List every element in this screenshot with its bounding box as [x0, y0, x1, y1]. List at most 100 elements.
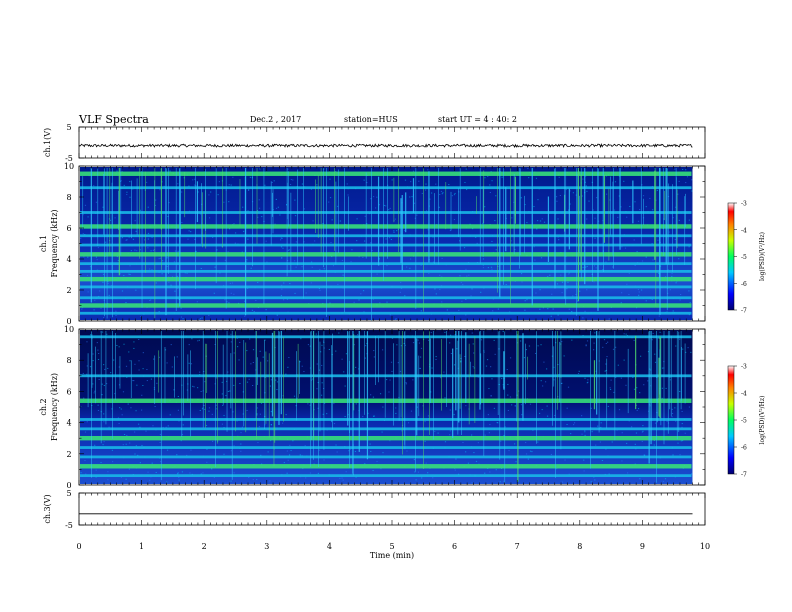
noise-pixel [538, 412, 541, 414]
noise-pixel [389, 379, 391, 381]
noise-pixel [611, 441, 613, 443]
noise-pixel [256, 407, 259, 409]
noise-pixel [353, 344, 355, 346]
noise-pixel [193, 184, 196, 186]
noise-pixel [555, 188, 557, 190]
noise-pixel [572, 424, 575, 426]
noise-pixel [142, 368, 144, 370]
noise-pixel [374, 207, 377, 209]
noise-pixel [535, 177, 538, 179]
noise-pixel [626, 442, 628, 444]
noise-pixel [639, 392, 641, 394]
noise-pixel [233, 352, 235, 354]
noise-pixel [264, 339, 266, 341]
noise-pixel [510, 240, 512, 242]
noise-pixel [212, 236, 214, 238]
noise-pixel [116, 344, 118, 346]
noise-pixel [342, 479, 344, 481]
start-time-label: start UT = 4 : 40: 2 [438, 115, 517, 124]
noise-pixel [309, 345, 311, 347]
noise-pixel [625, 333, 627, 335]
noise-pixel [286, 204, 288, 206]
noise-pixel [150, 378, 153, 380]
noise-pixel [280, 246, 283, 248]
noise-pixel [395, 407, 397, 409]
noise-pixel [484, 472, 486, 474]
noise-pixel [575, 293, 577, 295]
noise-pixel [265, 309, 267, 311]
noise-pixel [585, 266, 587, 268]
noise-pixel [138, 423, 140, 425]
noise-pixel [386, 301, 388, 303]
noise-pixel [186, 272, 188, 274]
noise-pixel [362, 416, 364, 418]
noise-pixel [582, 317, 584, 319]
noise-pixel [585, 344, 587, 346]
noise-pixel [317, 472, 320, 474]
noise-pixel [507, 383, 509, 385]
noise-pixel [97, 409, 100, 411]
y-tick-label: 0 [66, 481, 71, 490]
noise-pixel [502, 331, 504, 333]
noise-pixel [470, 295, 472, 297]
emission-band [80, 446, 692, 449]
noise-pixel [125, 443, 127, 445]
noise-pixel [539, 220, 542, 222]
noise-pixel [158, 311, 160, 313]
colorbar-scale [727, 365, 735, 475]
noise-pixel [151, 269, 153, 271]
noise-pixel [378, 204, 380, 206]
noise-pixel [134, 363, 136, 365]
noise-pixel [435, 356, 437, 358]
noise-pixel [373, 415, 375, 417]
noise-pixel [176, 356, 178, 358]
noise-pixel [149, 479, 151, 481]
noise-pixel [395, 318, 398, 320]
noise-pixel [542, 307, 544, 309]
noise-pixel [537, 345, 539, 347]
noise-pixel [679, 299, 681, 301]
noise-pixel [654, 353, 656, 355]
noise-pixel [498, 383, 500, 385]
noise-pixel [178, 476, 180, 478]
noise-pixel [372, 396, 375, 398]
noise-pixel [234, 232, 237, 234]
noise-pixel [181, 471, 183, 473]
noise-pixel [246, 381, 249, 383]
noise-pixel [658, 315, 660, 317]
noise-pixel [418, 342, 421, 344]
noise-pixel [643, 384, 645, 386]
noise-pixel [323, 268, 325, 270]
noise-pixel [588, 200, 590, 202]
y-tick-label: 5 [66, 123, 71, 132]
noise-pixel [353, 301, 355, 303]
noise-pixel [534, 352, 537, 354]
noise-pixel [561, 292, 563, 294]
noise-pixel [111, 449, 114, 451]
noise-pixel [425, 462, 427, 464]
noise-pixel [294, 215, 297, 217]
emission-band [80, 211, 692, 214]
noise-pixel [118, 384, 121, 386]
noise-pixel [135, 230, 137, 232]
noise-pixel [552, 308, 554, 310]
noise-pixel [103, 385, 105, 387]
noise-pixel [475, 460, 478, 462]
y-tick-label: 0 [66, 317, 71, 326]
noise-pixel [166, 265, 168, 267]
noise-pixel [123, 434, 126, 436]
noise-pixel [382, 406, 384, 408]
noise-pixel [142, 385, 144, 387]
noise-pixel [549, 274, 551, 276]
noise-pixel [170, 284, 172, 286]
noise-pixel [583, 459, 585, 461]
noise-pixel [149, 300, 151, 302]
noise-pixel [337, 283, 339, 285]
noise-pixel [592, 209, 594, 211]
noise-pixel [208, 217, 211, 219]
noise-pixel [301, 266, 303, 268]
noise-pixel [294, 199, 296, 201]
noise-pixel [101, 383, 103, 385]
noise-pixel [444, 331, 446, 333]
noise-pixel [181, 433, 184, 435]
